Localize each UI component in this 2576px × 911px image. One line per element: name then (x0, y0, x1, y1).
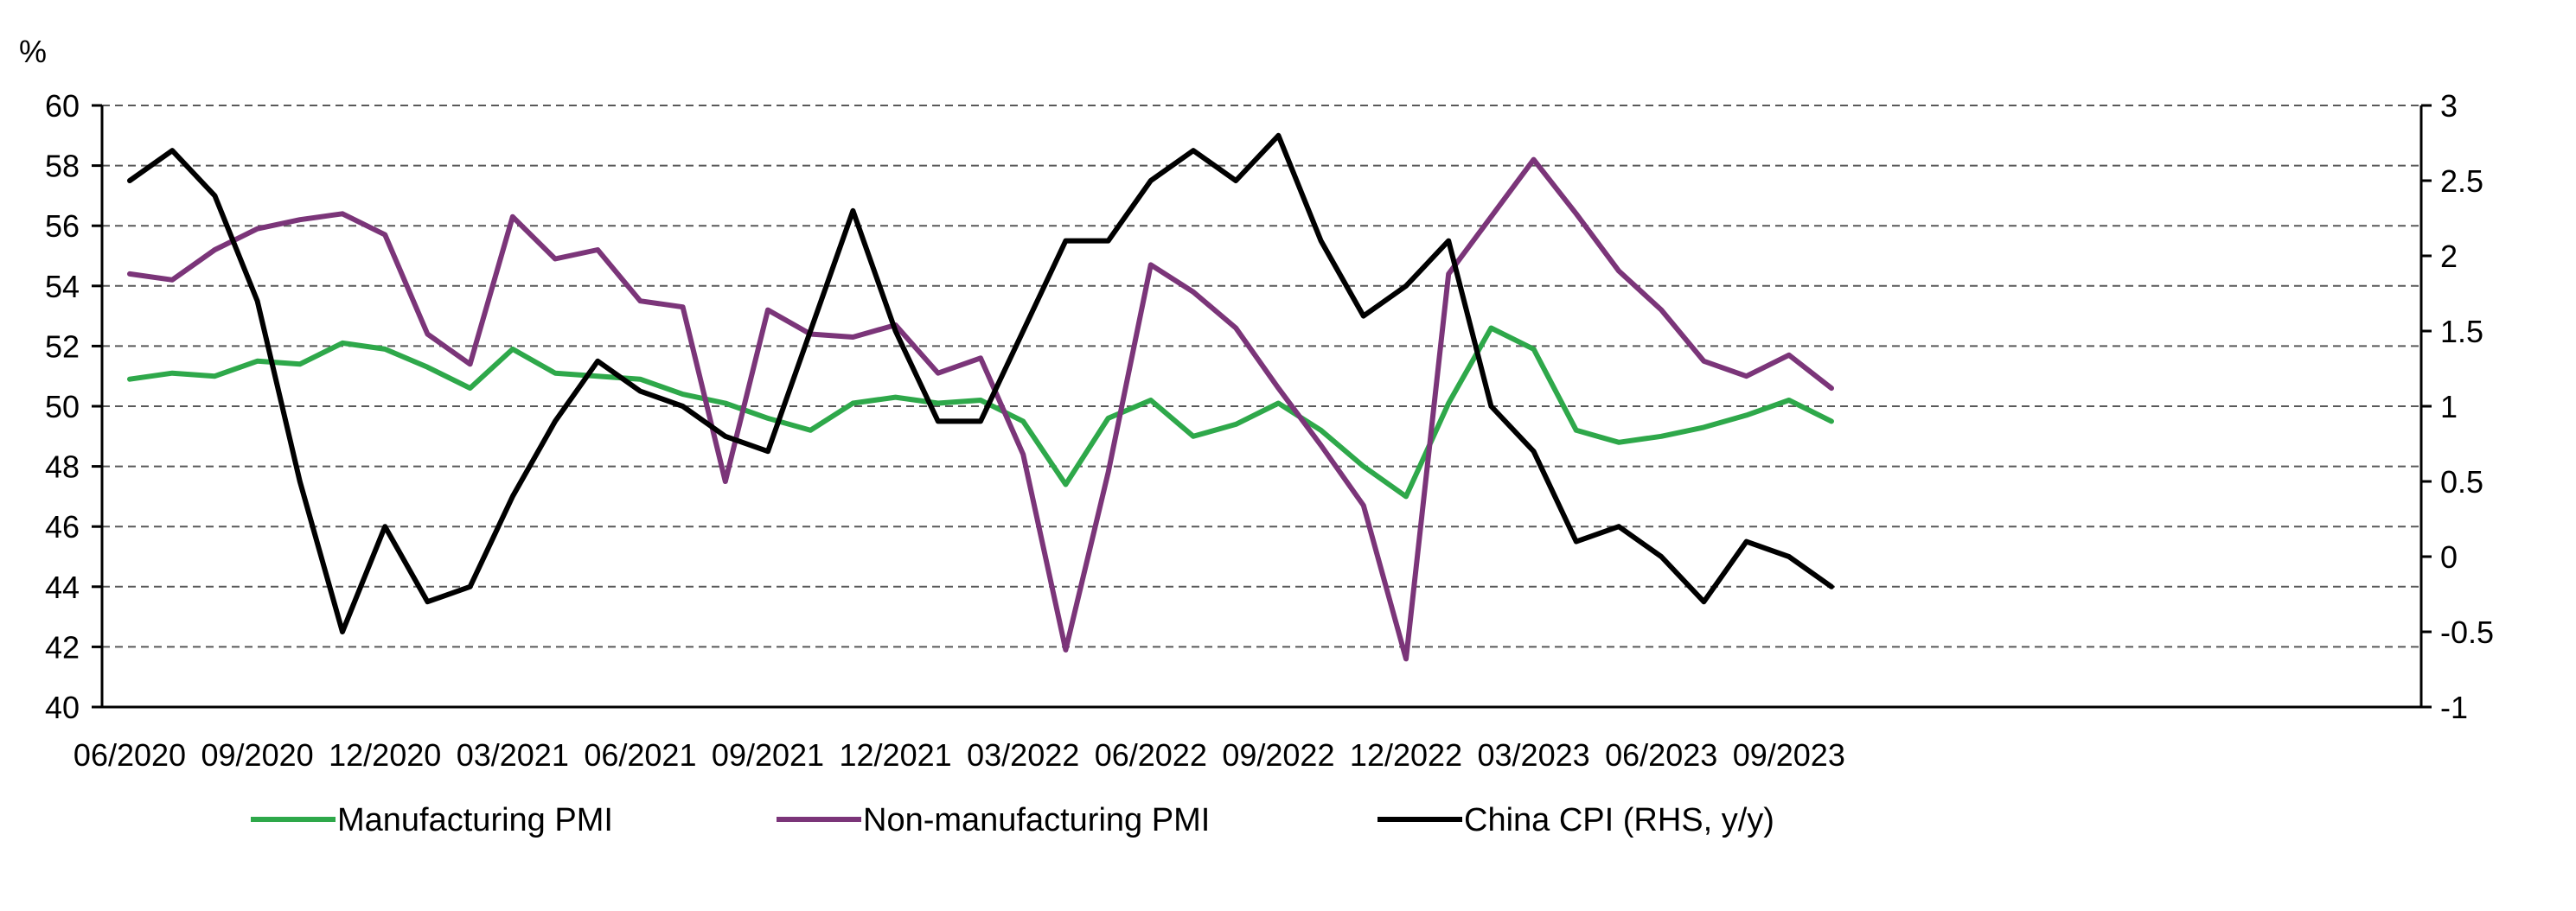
x-tick-label: 03/2021 (457, 737, 569, 773)
y-left-tick-label: 54 (45, 269, 80, 304)
x-tick-label: 09/2021 (712, 737, 824, 773)
y-unit-label: % (19, 34, 47, 69)
y-left-tick-label: 56 (45, 208, 80, 244)
y-right-tick-label: 1 (2440, 389, 2458, 424)
y-right-tick-label: -1 (2440, 690, 2468, 725)
y-left-tick-label: 48 (45, 449, 80, 485)
x-tick-label: 03/2023 (1478, 737, 1590, 773)
y-left-tick-label: 46 (45, 509, 80, 545)
y-right-tick-label: -0.5 (2440, 615, 2494, 650)
x-tick-label: 12/2022 (1350, 737, 1462, 773)
y-left-tick-label: 50 (45, 389, 80, 424)
y-right-tick-label: 3 (2440, 88, 2458, 124)
y-right-tick-label: 0 (2440, 539, 2458, 575)
y-left-tick-label: 40 (45, 690, 80, 725)
x-tick-label: 12/2021 (840, 737, 952, 773)
x-tick-label: 09/2023 (1733, 737, 1845, 773)
legend-label: Non-manufacturing PMI (863, 802, 1210, 838)
x-tick-label: 06/2023 (1605, 737, 1717, 773)
y-right-tick-label: 1.5 (2440, 314, 2483, 349)
series-line-non-manufacturing-pmi (127, 156, 1834, 662)
y-left-tick-label: 42 (45, 629, 80, 665)
x-tick-label: 06/2020 (74, 737, 186, 773)
legend-label: Manufacturing PMI (337, 802, 613, 838)
y-right-tick-label: 0.5 (2440, 464, 2483, 500)
y-left-tick-label: 58 (45, 149, 80, 184)
y-right-tick-label: 2.5 (2440, 163, 2483, 199)
y-left-tick-label: 44 (45, 570, 80, 605)
x-tick-label: 09/2022 (1222, 737, 1334, 773)
series-line-manufacturing-pmi (127, 325, 1834, 500)
x-tick-label: 09/2020 (201, 737, 314, 773)
x-tick-label: 12/2020 (329, 737, 441, 773)
x-tick-label: 03/2022 (967, 737, 1079, 773)
legend-label: China CPI (RHS, y/y) (1464, 802, 1774, 838)
y-right-tick-label: 2 (2440, 239, 2458, 274)
series-line-china-cpi-rhs-y-y (127, 132, 1834, 634)
x-tick-label: 06/2022 (1095, 737, 1207, 773)
y-left-tick-label: 60 (45, 88, 80, 124)
y-left-tick-label: 52 (45, 328, 80, 364)
x-tick-label: 06/2021 (584, 737, 696, 773)
